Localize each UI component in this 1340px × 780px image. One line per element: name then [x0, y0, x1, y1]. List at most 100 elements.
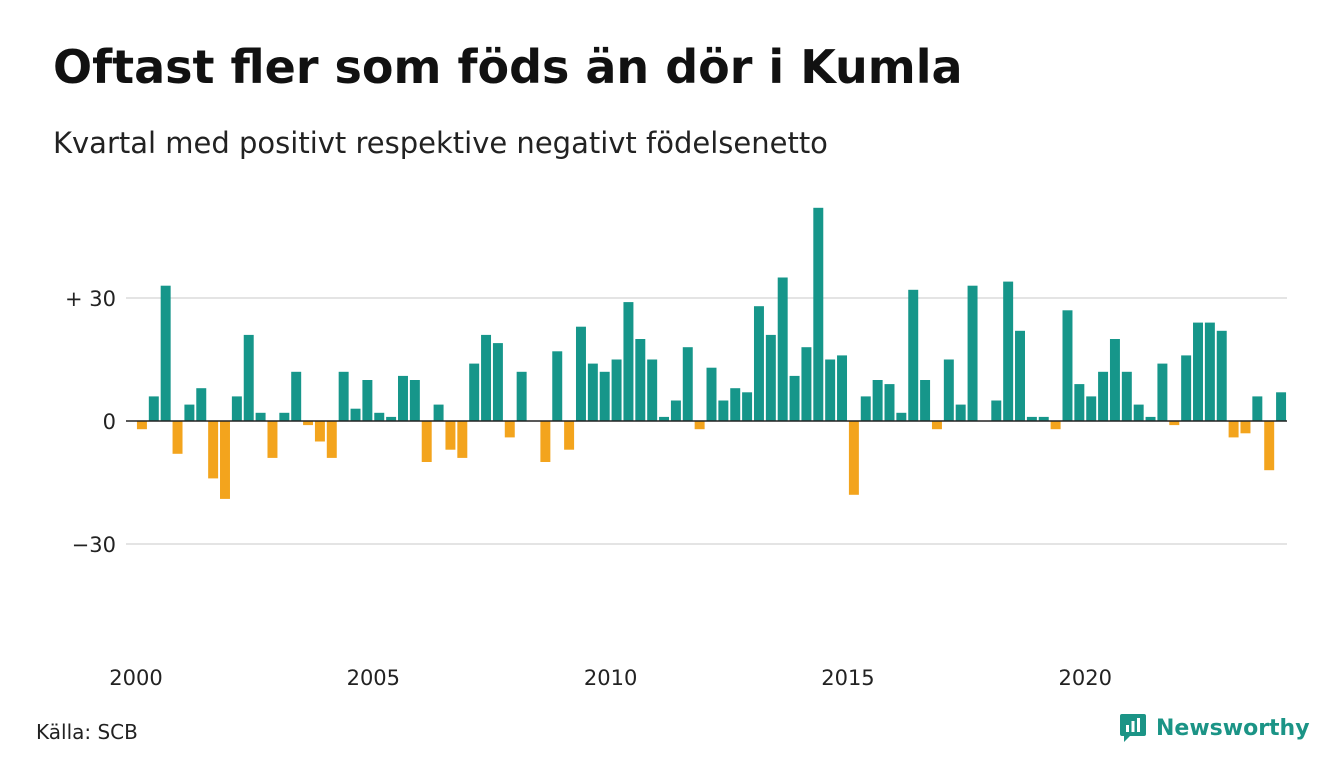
bar — [398, 375, 408, 421]
grid-lines — [126, 297, 1287, 545]
bar — [765, 334, 776, 421]
bar — [469, 363, 480, 421]
bar — [1181, 355, 1192, 421]
bar — [1157, 363, 1168, 421]
source-note: Källa: SCB — [36, 720, 138, 744]
bar — [1252, 396, 1263, 421]
y-tick-label: 0 — [103, 410, 116, 434]
brand-name: Newsworthy — [1156, 715, 1310, 741]
bar — [718, 400, 729, 421]
bar — [1193, 322, 1203, 421]
bar — [813, 207, 824, 421]
bar — [1264, 421, 1275, 471]
bar — [433, 404, 444, 421]
bar — [1204, 322, 1215, 421]
bar — [659, 416, 670, 421]
bar — [350, 408, 361, 421]
bar — [1086, 396, 1097, 421]
bar — [611, 359, 622, 421]
bar — [457, 421, 468, 458]
bar — [148, 396, 159, 421]
bar — [303, 421, 314, 426]
bar — [421, 421, 432, 462]
bar — [682, 347, 693, 421]
bar — [243, 334, 254, 421]
bar — [1038, 416, 1049, 421]
bar — [1228, 421, 1239, 438]
chart-title: Oftast fler som föds än dör i Kumla — [53, 40, 963, 94]
bars — [136, 207, 1287, 499]
bar — [564, 421, 575, 450]
bar — [1240, 421, 1251, 434]
bar — [504, 421, 515, 438]
bar — [1050, 421, 1061, 430]
bar — [908, 289, 919, 421]
bar — [279, 412, 290, 421]
x-tick-label: 2000 — [109, 666, 162, 690]
bar — [326, 421, 337, 458]
bar — [848, 421, 859, 495]
bar — [481, 334, 492, 421]
bar — [884, 384, 895, 421]
bar — [1015, 330, 1025, 421]
bar — [231, 396, 242, 421]
bar — [1074, 384, 1085, 421]
bar — [540, 421, 551, 462]
bar — [291, 371, 302, 421]
bar — [801, 347, 812, 421]
bar — [694, 421, 705, 430]
bar — [1062, 310, 1073, 421]
bar — [860, 396, 871, 421]
bar — [967, 285, 978, 421]
axes: + 30 0 −30 2000 2005 2010 2015 2020 — [65, 287, 1287, 690]
bar — [1121, 371, 1132, 421]
bar — [1026, 416, 1037, 421]
bar — [255, 412, 266, 421]
bar — [837, 355, 848, 421]
bar — [635, 339, 646, 421]
bar — [920, 380, 931, 421]
bar — [943, 359, 954, 421]
bar — [896, 412, 907, 421]
bar — [208, 421, 219, 479]
bar — [825, 359, 836, 421]
bar — [172, 421, 183, 454]
bar — [753, 306, 764, 421]
bar — [160, 285, 171, 421]
bar-chart: + 30 0 −30 2000 2005 2010 2015 2020 — [65, 207, 1287, 690]
bar — [931, 421, 942, 430]
bar — [623, 302, 634, 421]
bar — [670, 400, 681, 421]
brand-logo: Newsworthy — [1118, 712, 1310, 744]
bar — [1003, 281, 1014, 421]
bar — [599, 371, 610, 421]
chart-subtitle: Kvartal med positivt respektive negativt… — [53, 126, 828, 160]
bar — [777, 277, 788, 421]
bar — [492, 343, 503, 421]
bar — [1109, 339, 1120, 421]
bar — [955, 404, 966, 421]
bar — [575, 326, 586, 421]
bar — [374, 412, 385, 421]
bar — [409, 380, 420, 421]
bar — [789, 375, 800, 421]
bar — [362, 380, 373, 421]
bar — [220, 421, 230, 499]
bar — [267, 421, 278, 458]
bar — [338, 371, 349, 421]
bar — [1098, 371, 1109, 421]
bar — [136, 421, 147, 430]
y-tick-label: + 30 — [65, 287, 116, 311]
bar — [184, 404, 195, 421]
bar — [386, 416, 397, 421]
y-tick-label: −30 — [72, 533, 116, 557]
bar — [742, 392, 753, 421]
bar — [872, 380, 883, 421]
bar — [730, 388, 741, 421]
bar — [314, 421, 325, 442]
x-tick-label: 2005 — [347, 666, 400, 690]
bar — [991, 400, 1002, 421]
bar — [196, 388, 207, 421]
bar — [1276, 392, 1287, 421]
bar — [516, 371, 527, 421]
